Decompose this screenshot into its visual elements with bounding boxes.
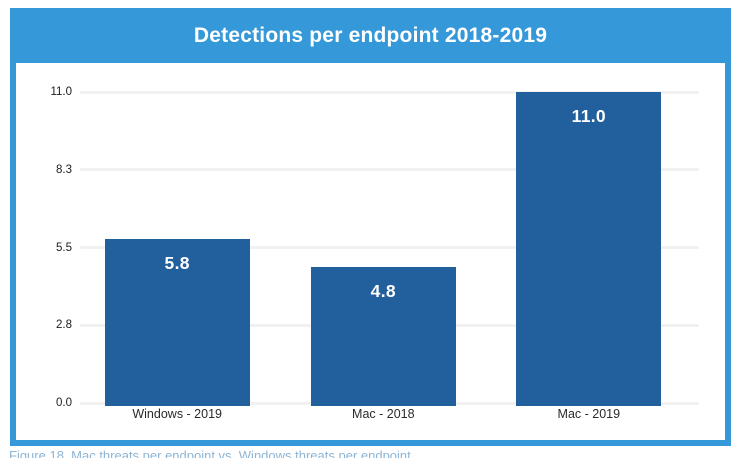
bar-value-label: 4.8 (370, 281, 396, 302)
bar-value-label: 5.8 (164, 253, 190, 274)
y-axis-tick-label: 5.5 (56, 241, 72, 254)
bar-windows-2019: 5.8 (104, 239, 250, 406)
gridline-y-5.5 (80, 246, 699, 249)
chart-panel: 0.0 2.8 5.5 8.3 11.0 5.8 Windows - 2019 4.8 Mac … (10, 63, 731, 446)
y-axis-tick-label: 0.0 (56, 397, 72, 409)
figure-caption: Figure 18. Mac threats per endpoint vs. … (9, 448, 411, 458)
gridline-y-8.3 (80, 168, 699, 172)
x-axis-category-label: Windows - 2019 (132, 407, 222, 421)
chart-title: Detections per endpoint 2018-2019 (193, 23, 548, 47)
y-axis-tick-label: 11.0 (50, 86, 72, 98)
plot-area: 0.0 2.8 5.5 8.3 11.0 5.8 Windows - 2019 4.8 Mac … (50, 86, 699, 421)
y-axis-tick-label: 2.8 (56, 319, 72, 332)
bar-mac-2019: 11.0 (516, 92, 662, 406)
bar-mac-2018: 4.8 (310, 267, 456, 406)
bar-value-label: 11.0 (571, 106, 606, 126)
x-axis-category-label: Mac - 2018 (352, 407, 415, 421)
gridline-y-11.0 (80, 90, 699, 94)
x-axis-category-label: Mac - 2019 (557, 407, 621, 421)
chart-title-bar: Detections per endpoint 2018-2019 (10, 8, 731, 63)
y-axis-tick-label: 8.3 (56, 163, 72, 176)
